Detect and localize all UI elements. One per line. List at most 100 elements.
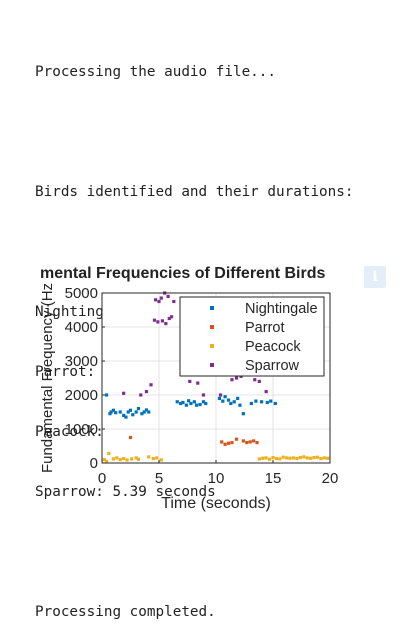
data-point [159, 296, 163, 300]
data-point [257, 379, 261, 383]
data-point [131, 413, 135, 417]
data-point [142, 410, 146, 414]
data-point [278, 457, 282, 461]
data-point [312, 455, 316, 460]
data-point [134, 410, 138, 414]
data-point [264, 390, 268, 394]
y-tick-label: 2000 [65, 387, 98, 404]
data-point [140, 412, 144, 416]
console-line: Processing the audio file... [35, 64, 277, 80]
data-point [218, 393, 223, 397]
data-point [241, 439, 245, 443]
data-point [111, 408, 115, 412]
data-point [204, 401, 208, 406]
data-point [159, 458, 163, 462]
data-point [267, 457, 272, 461]
data-point [175, 400, 179, 404]
x-tick-labels: 0 5 10 15 20 [98, 470, 339, 487]
data-point [179, 401, 183, 406]
y-tick-label: 5000 [65, 285, 98, 302]
y-axis-label: Fundamental Frequency (Hz [39, 283, 56, 473]
data-point [257, 457, 261, 461]
figure-canvas: 0 5 10 15 20 0 1000 2000 3000 4000 5000 mental Fr… [39, 265, 339, 512]
data-point [298, 455, 302, 460]
data-point [319, 456, 323, 461]
data-point [118, 410, 122, 414]
data-point [111, 457, 115, 461]
legend-box [179, 296, 325, 377]
data-point [128, 408, 133, 412]
data-point [108, 412, 112, 416]
data-point [223, 442, 227, 446]
data-point [109, 410, 113, 414]
data-point [104, 393, 109, 397]
data-point [144, 390, 149, 394]
data-point [118, 458, 122, 462]
data-point [167, 316, 171, 321]
data-point [253, 378, 257, 382]
data-point [264, 456, 268, 460]
chart-title: mental Frequencies of Different Birds [40, 265, 325, 282]
console-line [35, 542, 353, 562]
data-point [153, 298, 158, 302]
data-point [223, 395, 227, 399]
y-tick-labels: 0 1000 2000 3000 4000 5000 [65, 285, 98, 472]
data-point [322, 456, 326, 460]
data-point [234, 437, 239, 441]
data-point [309, 456, 313, 460]
data-point [269, 399, 273, 403]
data-point [184, 403, 188, 407]
info-icon[interactable]: i [364, 266, 386, 288]
data-point [254, 399, 258, 403]
data-point [221, 399, 225, 403]
x-tick-label: 0 [98, 470, 106, 487]
console-line: Birds identified and their durations: [35, 184, 354, 200]
legend: Nightingale Parrot Peacock Sparrow [179, 296, 325, 377]
axis-ticks [101, 292, 331, 464]
data-point [187, 399, 191, 403]
data-point [136, 457, 141, 461]
legend-label: Nightingale [245, 301, 318, 317]
legend-marker [210, 306, 214, 310]
data-point [315, 455, 320, 459]
data-point [236, 396, 240, 400]
data-points [102, 291, 330, 463]
data-point [181, 400, 185, 405]
y-tick-label: 3000 [65, 353, 98, 370]
x-axis-label: Time (seconds) [161, 495, 271, 512]
data-point [234, 376, 239, 380]
series-nightingale [104, 393, 277, 419]
data-point [248, 440, 252, 444]
series-parrot [128, 435, 259, 446]
legend-marker [210, 344, 214, 348]
legend-marker [210, 363, 214, 367]
data-point [196, 381, 200, 385]
data-point [302, 455, 306, 459]
data-point [220, 440, 224, 444]
data-point [255, 441, 259, 445]
x-tick-label: 10 [208, 470, 225, 487]
data-point [128, 435, 133, 440]
legend-label: Sparrow [245, 358, 300, 374]
x-tick-label: 15 [265, 470, 282, 487]
y-tick-label: 4000 [65, 319, 98, 336]
data-point [201, 400, 206, 404]
data-point [122, 391, 126, 395]
data-point [241, 412, 245, 416]
data-point [217, 396, 222, 400]
data-point [229, 401, 233, 406]
data-point [232, 400, 236, 404]
y-tick-label: 0 [90, 455, 98, 472]
data-point [134, 456, 138, 460]
data-point [261, 456, 265, 460]
data-point [144, 408, 149, 412]
data-point [125, 458, 129, 462]
data-point [226, 441, 231, 445]
data-point [107, 451, 111, 456]
data-point [164, 322, 168, 326]
data-point [139, 393, 143, 397]
console-line: Sparrow: 5.39 seconds [35, 484, 216, 500]
data-point [249, 401, 253, 406]
data-point [156, 320, 160, 324]
data-point [192, 400, 196, 404]
